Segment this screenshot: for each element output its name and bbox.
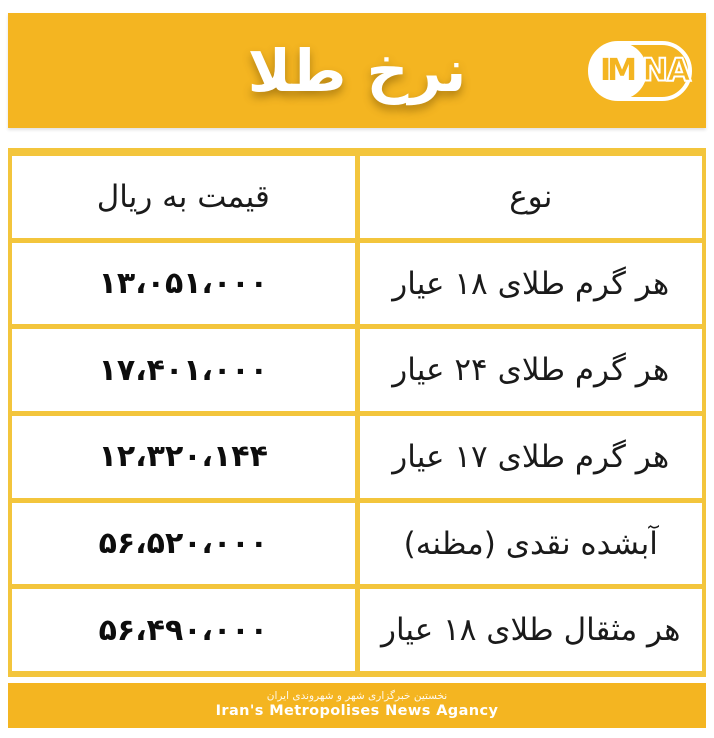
header-band: نرخ طلا IM NA: [8, 13, 706, 128]
type-cell: هر گرم طلای ۱۷ عیار: [359, 416, 702, 498]
price-cell: ۱۲،۳۲۰،۱۴۴: [12, 416, 355, 498]
gold-price-table: قیمت به ریال نوع ۱۳،۰۵۱،۰۰۰ هر گرم طلای …: [8, 148, 706, 677]
imna-logo-circle-icon: IM: [589, 41, 647, 100]
table-header-row: قیمت به ریال نوع: [12, 156, 702, 238]
type-cell: آبشده نقدی (مظنه): [359, 502, 702, 585]
imna-logo-na-text: NA: [641, 52, 692, 88]
table-row: ۱۳،۰۵۱،۰۰۰ هر گرم طلای ۱۸ عیار: [12, 242, 702, 325]
imna-logo: IM NA: [588, 40, 692, 101]
price-cell: ۱۷،۴۰۱،۰۰۰: [12, 329, 355, 412]
page-title: نرخ طلا: [247, 36, 467, 105]
type-cell: هر گرم طلای ۲۴ عیار: [359, 329, 702, 412]
column-header-price: قیمت به ریال: [12, 156, 355, 238]
column-header-type: نوع: [359, 156, 702, 238]
table-row: ۱۲،۳۲۰،۱۴۴ هر گرم طلای ۱۷ عیار: [12, 416, 702, 498]
table-row: ۵۶،۵۲۰،۰۰۰ آبشده نقدی (مظنه): [12, 502, 702, 585]
footer-tagline-fa: نخستین خبرگزاری شهر و شهروندی ایران: [266, 689, 448, 702]
table-row: ۵۶،۴۹۰،۰۰۰ هر مثقال طلای ۱۸ عیار: [12, 589, 702, 672]
footer-band: نخستین خبرگزاری شهر و شهروندی ایران Iran…: [8, 683, 706, 728]
type-cell: هر گرم طلای ۱۸ عیار: [359, 242, 702, 325]
type-cell: هر مثقال طلای ۱۸ عیار: [359, 589, 702, 672]
price-cell: ۱۳،۰۵۱،۰۰۰: [12, 242, 355, 325]
table-row: ۱۷،۴۰۱،۰۰۰ هر گرم طلای ۲۴ عیار: [12, 329, 702, 412]
imna-logo-im-text: IM: [599, 52, 637, 88]
footer-tagline-en: Iran's Metropolises News Agancy: [215, 703, 499, 720]
price-cell: ۵۶،۴۹۰،۰۰۰: [12, 589, 355, 672]
price-cell: ۵۶،۵۲۰،۰۰۰: [12, 502, 355, 585]
